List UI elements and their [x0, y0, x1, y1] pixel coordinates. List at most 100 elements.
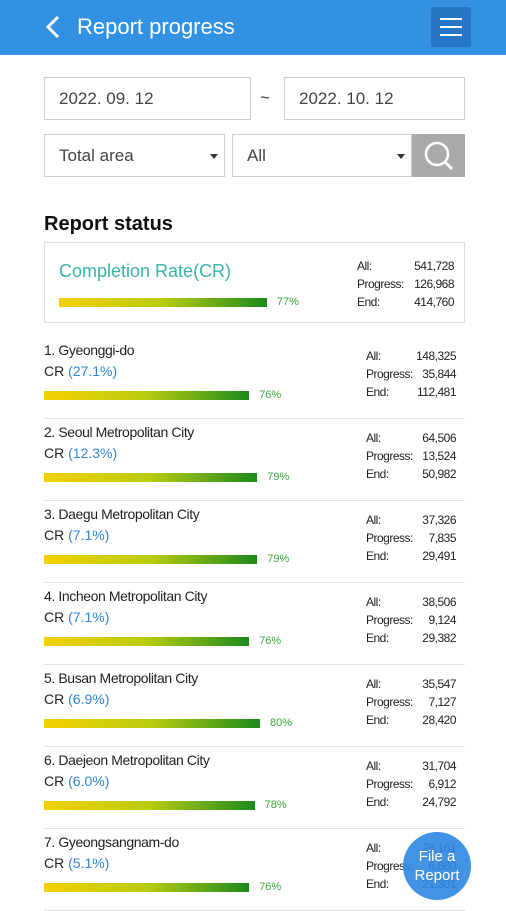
- header-title: Report progress: [77, 14, 235, 39]
- region-stats: All: 38,506 Progress: 9,124 End: 29,382: [366, 593, 456, 647]
- cr-label: CR: [44, 691, 65, 707]
- stat-row: All: 37,326: [366, 511, 456, 529]
- region-name: 2. Seoul Metropolitan City: [44, 424, 194, 440]
- region-stats: All: 64,506 Progress: 13,524 End: 50,982: [366, 429, 456, 483]
- stat-row: All: 31,704: [366, 757, 456, 775]
- stat-label: All:: [366, 349, 381, 363]
- stat-row: All: 38,506: [366, 593, 456, 611]
- stat-row: End: 29,382: [366, 629, 456, 647]
- stat-label: End:: [366, 713, 389, 727]
- stat-label: All:: [366, 431, 381, 445]
- cr-value: (7.1%): [68, 527, 110, 543]
- region-item: 4. Incheon Metropolitan City CR (7.1%) 76%…: [44, 582, 465, 665]
- region-cr: CR (6.0%): [44, 773, 109, 789]
- region-cr: CR (7.1%): [44, 609, 109, 625]
- section-title: Report status: [44, 213, 173, 235]
- stat-label: End:: [357, 295, 380, 309]
- cr-value: (6.0%): [68, 773, 110, 789]
- region-cr: CR (5.1%): [44, 855, 109, 871]
- region-bar: [44, 883, 250, 892]
- stat-label: Progress:: [366, 531, 413, 545]
- area-text: Total area: [59, 145, 134, 165]
- stat-row: Progress: 7,835: [366, 529, 456, 547]
- cr-value: (27.1%): [68, 363, 118, 379]
- stat-row: Progress: 7,127: [366, 693, 456, 711]
- region-stats: All: 37,326 Progress: 7,835 End: 29,491: [366, 511, 456, 565]
- stat-label: Progress:: [357, 277, 404, 291]
- stat-value: 7,127: [428, 695, 456, 709]
- stat-label: Progress:: [366, 777, 413, 791]
- stat-value: 35,547: [422, 677, 456, 691]
- stat-row: All: 148,325: [366, 347, 456, 365]
- stat-label: Progress:: [366, 695, 413, 709]
- stat-value: 31,704: [422, 759, 456, 773]
- stat-label: All:: [366, 759, 381, 773]
- stat-value: 38,506: [422, 595, 456, 609]
- stat-value: 35,844: [422, 367, 456, 381]
- cr-value: (7.1%): [68, 609, 110, 625]
- region-cr: CR (6.9%): [44, 691, 109, 707]
- stat-row: Progress: 6,912: [366, 775, 456, 793]
- menu-button[interactable]: [431, 7, 471, 47]
- area-select[interactable]: Total area: [44, 134, 225, 177]
- stat-value: 7,835: [428, 531, 456, 545]
- region-percent: 80%: [270, 717, 293, 729]
- cr-label: CR: [44, 855, 65, 871]
- date-to[interactable]: 2022. 10. 12: [284, 77, 465, 120]
- region-percent: 78%: [264, 799, 287, 811]
- stat-value: 28,420: [422, 713, 456, 727]
- stat-row: End: 50,982: [366, 465, 456, 483]
- search-button[interactable]: [412, 134, 465, 177]
- region-percent: 76%: [259, 635, 282, 647]
- stat-value: 13,524: [422, 449, 456, 463]
- stat-label: All:: [366, 513, 381, 527]
- region-name: 7. Gyeongsangnam-do: [44, 834, 179, 850]
- back-button[interactable]: [42, 14, 66, 40]
- region-bar: [44, 801, 255, 810]
- stat-label: Progress:: [366, 859, 413, 873]
- region-bar: [44, 391, 250, 400]
- cr-label: CR: [44, 363, 65, 379]
- cr-label: CR: [44, 445, 65, 461]
- region-percent: 79%: [267, 471, 290, 483]
- stat-value: 6,912: [428, 777, 456, 791]
- region-name: 3. Daegu Metropolitan City: [44, 506, 200, 522]
- region-cr: CR (7.1%): [44, 527, 109, 543]
- stat-value: 37,326: [422, 513, 456, 527]
- region-name: 1. Gyeonggi-do: [44, 342, 135, 358]
- summary-label: Completion Rate(CR): [59, 261, 232, 281]
- region-percent: 79%: [267, 553, 290, 565]
- region-percent: 76%: [259, 389, 282, 401]
- region-bar: [44, 473, 258, 482]
- stat-label: End:: [366, 549, 389, 563]
- region-stats: All: 35,547 Progress: 7,127 End: 28,420: [366, 675, 456, 729]
- date-from[interactable]: 2022. 09. 12: [44, 77, 251, 120]
- stat-value: 112,481: [417, 385, 457, 399]
- stat-label: End:: [366, 467, 389, 481]
- cr-label: CR: [44, 773, 65, 789]
- stat-row: All: 541,728: [357, 257, 454, 275]
- stat-value: 414,760: [414, 295, 454, 309]
- stat-label: All:: [366, 595, 381, 609]
- stat-row: Progress: 126,968: [357, 275, 454, 293]
- stat-value: 50,982: [422, 467, 456, 481]
- region-item: 1. Gyeonggi-do CR (27.1%) 76% All: 148,325 Pr…: [44, 336, 465, 419]
- file-report-button[interactable]: File a Report: [403, 832, 471, 900]
- type-select[interactable]: All: [232, 134, 412, 177]
- date-separator: ~: [260, 88, 270, 107]
- cr-value: (6.9%): [68, 691, 110, 707]
- cr-value: (5.1%): [68, 855, 110, 871]
- stat-value: 9,124: [428, 613, 456, 627]
- stat-row: End: 29,491: [366, 547, 456, 565]
- stat-value: 148,325: [416, 349, 456, 363]
- region-bar: [44, 555, 258, 564]
- region-cr: CR (27.1%): [44, 363, 117, 379]
- region-item: 6. Daejeon Metropolitan City CR (6.0%) 78%…: [44, 746, 465, 829]
- stat-label: Progress:: [366, 367, 413, 381]
- region-percent: 76%: [259, 881, 282, 893]
- region-bar: [44, 719, 260, 728]
- region-name: 4. Incheon Metropolitan City: [44, 588, 208, 604]
- summary-stats: All: 541,728 Progress: 126,968 End: 414,760: [357, 257, 454, 311]
- stat-label: All:: [366, 677, 381, 691]
